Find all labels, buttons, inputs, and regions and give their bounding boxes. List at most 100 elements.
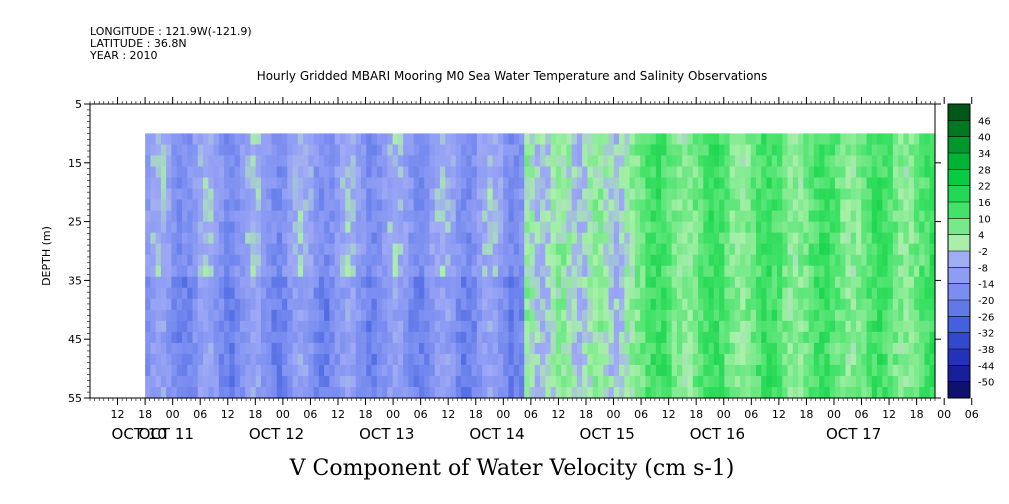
heatmap-cell	[413, 254, 420, 267]
heatmap-cell	[645, 254, 652, 267]
heatmap-cell	[724, 276, 731, 289]
heatmap-cell	[287, 232, 294, 245]
heatmap-cell	[371, 320, 378, 333]
heatmap-cell	[271, 331, 278, 344]
heatmap-cell	[882, 166, 889, 179]
heatmap-cell	[492, 364, 499, 377]
heatmap-cell	[203, 254, 209, 267]
heatmap-cell	[861, 155, 868, 168]
heatmap-cell	[450, 320, 457, 333]
heatmap-cell	[408, 155, 415, 168]
heatmap-cell	[724, 221, 731, 234]
heatmap-cell	[924, 210, 931, 223]
heatmap-cell	[503, 375, 510, 388]
heatmap-cell	[898, 298, 905, 311]
heatmap-cell	[792, 188, 799, 201]
heatmap-cell	[229, 144, 236, 157]
colorbar-label: -50	[978, 378, 994, 389]
heatmap-cell	[629, 320, 636, 333]
heatmap-cell	[245, 188, 252, 201]
heatmap-cell	[255, 386, 262, 399]
heatmap-cell	[824, 243, 831, 256]
heatmap-cell	[545, 199, 552, 212]
heatmap-cell	[471, 232, 478, 245]
heatmap-cell	[698, 386, 704, 399]
heatmap-cell	[429, 331, 436, 344]
heatmap-cell	[761, 144, 768, 157]
heatmap-cell	[350, 276, 357, 289]
heatmap-cell	[445, 210, 452, 223]
heatmap-cell	[350, 364, 357, 377]
heatmap-cell	[450, 199, 457, 212]
heatmap-cell	[924, 309, 931, 322]
heatmap-cell	[924, 254, 931, 267]
heatmap-cell	[750, 243, 757, 256]
heatmap-cell	[608, 287, 615, 300]
heatmap-cell	[771, 243, 778, 256]
heatmap-cell	[713, 144, 720, 157]
heatmap-cell	[160, 364, 167, 377]
heatmap-cell	[187, 320, 194, 333]
heatmap-cell	[318, 177, 325, 190]
heatmap-cell	[318, 298, 325, 311]
heatmap-cell	[534, 320, 541, 333]
heatmap-cell	[187, 276, 194, 289]
heatmap-cell	[403, 210, 410, 223]
heatmap-cell	[861, 221, 868, 234]
heatmap-cell	[445, 133, 452, 146]
heatmap-cell	[929, 265, 936, 278]
heatmap-cell	[708, 232, 715, 245]
heatmap-cell	[613, 221, 620, 234]
heatmap-cell	[877, 188, 883, 201]
heatmap-cell	[239, 243, 246, 256]
heatmap-cell	[819, 221, 826, 234]
heatmap-cell	[234, 177, 241, 190]
heatmap-cell	[429, 364, 436, 377]
heatmap-cell	[898, 386, 905, 399]
heatmap-cell	[440, 243, 446, 256]
heatmap-cell	[555, 155, 562, 168]
colorbar-swatch	[948, 349, 970, 366]
heatmap-cell	[497, 166, 504, 179]
heatmap-cell	[740, 133, 747, 146]
heatmap-cell	[440, 265, 446, 278]
heatmap-cell	[145, 210, 151, 223]
heatmap-cell	[187, 364, 194, 377]
heatmap-cell	[371, 177, 378, 190]
heatmap-cell	[840, 210, 847, 223]
heatmap-cell	[171, 243, 178, 256]
heatmap-cell	[829, 298, 836, 311]
heatmap-cell	[813, 243, 820, 256]
heatmap-cell	[292, 166, 299, 179]
heatmap-cell	[619, 155, 625, 168]
heatmap-cell	[619, 298, 625, 311]
heatmap-cell	[597, 188, 604, 201]
heatmap-cell	[260, 342, 267, 355]
heatmap-cell	[755, 199, 762, 212]
x-hour-label: 06	[965, 408, 979, 421]
heatmap-cell	[908, 177, 915, 190]
heatmap-cell	[824, 133, 831, 146]
heatmap-cell	[734, 265, 741, 278]
heatmap-cell	[903, 177, 910, 190]
heatmap-cell	[887, 254, 894, 267]
heatmap-cell	[371, 188, 378, 201]
heatmap-cell	[882, 210, 889, 223]
heatmap-cell	[545, 320, 552, 333]
heatmap-cell	[545, 144, 552, 157]
heatmap-cell	[229, 298, 236, 311]
heatmap-cell	[550, 166, 557, 179]
heatmap-cell	[366, 342, 373, 355]
heatmap-cell	[792, 155, 799, 168]
heatmap-cell	[676, 386, 683, 399]
heatmap-cell	[755, 188, 762, 201]
heatmap-cell	[861, 265, 868, 278]
heatmap-cell	[682, 265, 689, 278]
heatmap-cell	[687, 386, 694, 399]
heatmap-cell	[856, 320, 862, 333]
heatmap-cell	[471, 155, 478, 168]
heatmap-cell	[550, 375, 557, 388]
heatmap-cell	[834, 298, 841, 311]
heatmap-cell	[787, 342, 794, 355]
heatmap-cell	[245, 331, 252, 344]
